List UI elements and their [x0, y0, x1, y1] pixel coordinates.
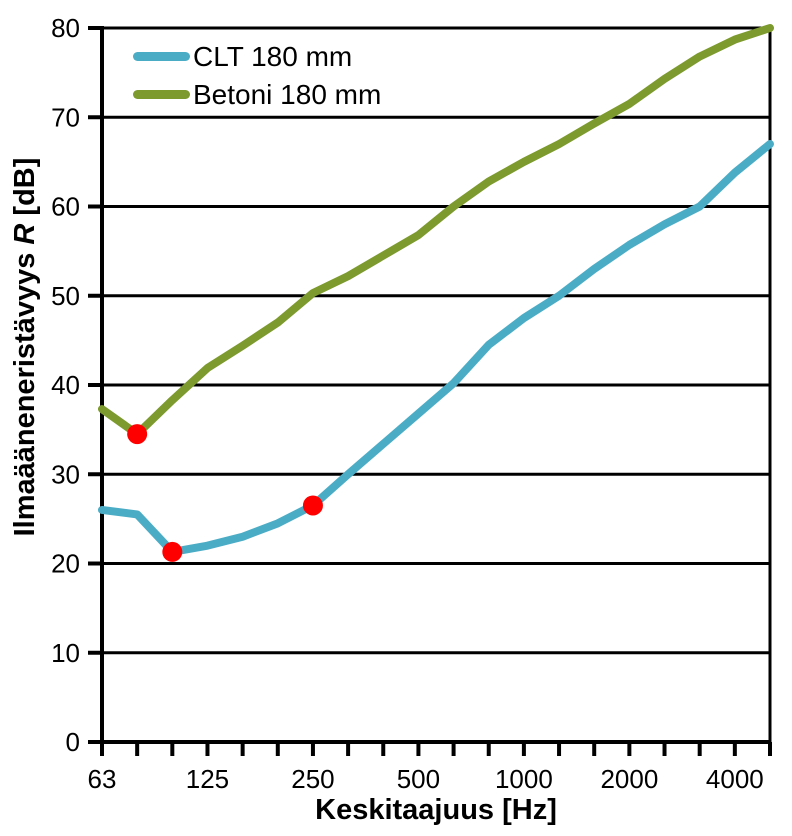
x-tick-label-500: 500 — [397, 764, 440, 794]
marker-dot-clt-180-mm-250hz — [302, 495, 323, 516]
legend-line-swatch — [133, 52, 190, 61]
series-line-clt-180-mm — [98, 140, 774, 556]
y-tick-label-60: 60 — [51, 192, 80, 222]
legend-line-swatch — [133, 90, 190, 99]
x-tick-label-1000: 1000 — [495, 764, 553, 794]
x-tick-label-63: 63 — [88, 764, 117, 794]
y-tick-label-50: 50 — [51, 281, 80, 311]
marker-dot-betoni-180-mm-80hz — [127, 424, 148, 445]
x-tick-label-250: 250 — [291, 764, 334, 794]
legend: CLT 180 mm Betoni 180 mm — [133, 40, 381, 111]
y-axis-title-text: Ilmaääneneristävyys — [9, 244, 41, 537]
y-axis-title-symbol: R — [9, 223, 41, 245]
y-tick-label-30: 30 — [51, 459, 80, 489]
y-tick-label-0: 0 — [66, 727, 80, 757]
x-tick-label-4000: 4000 — [706, 764, 764, 794]
legend-label: Betoni 180 mm — [193, 78, 382, 110]
legend-entry-betoni-180-mm: Betoni 180 mm — [133, 78, 381, 111]
x-axis-title: Keskitaajuus [Hz] — [315, 794, 557, 826]
y-axis-title: Ilmaääneneristävyys R [dB] — [9, 0, 43, 697]
legend-entry-clt-180-mm: CLT 180 mm — [133, 40, 381, 73]
y-tick-label-70: 70 — [51, 102, 80, 132]
y-axis-title-unit: [dB] — [9, 157, 41, 224]
x-tick-label-125: 125 — [186, 764, 229, 794]
series-line-betoni-180-mm — [98, 24, 774, 439]
legend-label: CLT 180 mm — [193, 40, 353, 72]
y-tick-label-10: 10 — [51, 638, 80, 668]
marker-dot-clt-180-mm-100hz — [162, 541, 183, 562]
y-tick-label-80: 80 — [51, 13, 80, 43]
y-tick-label-40: 40 — [51, 370, 80, 400]
x-tick-label-2000: 2000 — [600, 764, 658, 794]
y-tick-label-20: 20 — [51, 549, 80, 579]
